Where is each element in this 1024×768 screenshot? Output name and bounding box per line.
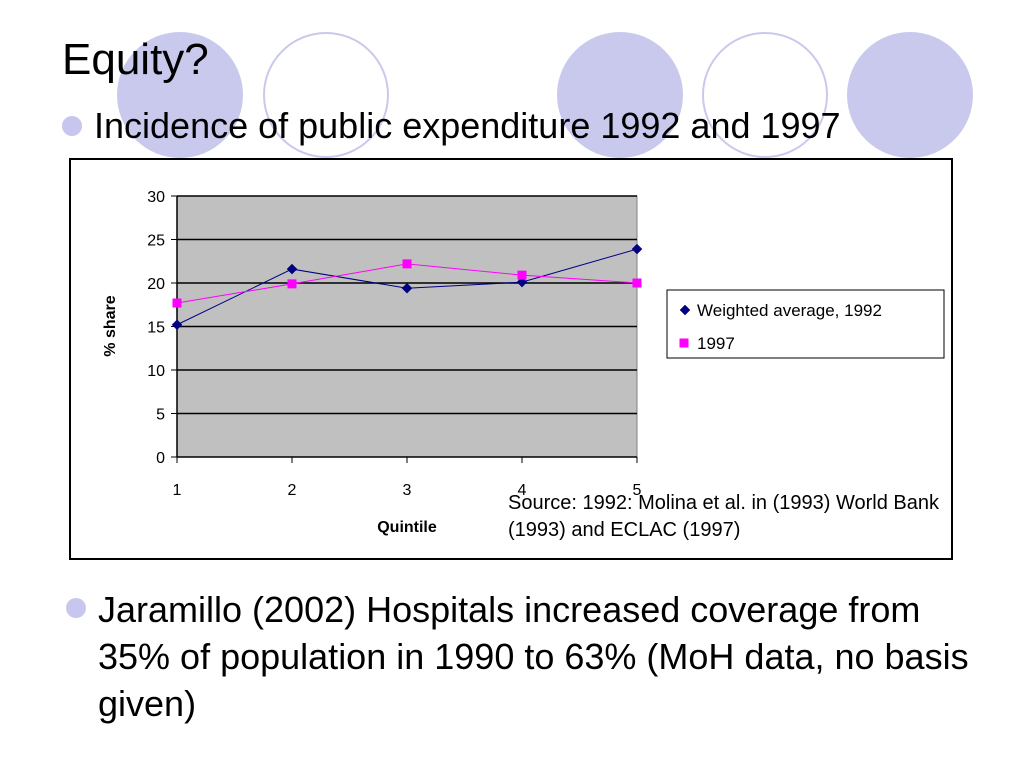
data-point [171,319,183,331]
source-note: Source: 1992: Molina et al. in (1993) Wo… [508,492,939,541]
legend-markers [679,304,691,348]
chart-frame: 0 5 10 15 20 25 30 1 2 3 4 5 % share Quintile Weigh… [69,158,953,560]
y-tick-label: 5 [156,407,165,424]
x-tick-label: 4 [518,482,527,499]
data-point [402,259,412,269]
bullet-icon [62,116,82,136]
data-point [401,282,413,294]
y-tick-label: 20 [147,276,165,293]
gridlines [177,195,637,415]
decorative-circles [117,32,973,158]
legend-marker-1992 [679,304,691,316]
line-chart: 0 5 10 15 20 25 30 1 2 3 4 5 % share Quintile Weigh… [102,189,945,536]
deco-circle [263,32,389,158]
deco-circle [702,32,828,158]
deco-circle [847,32,973,158]
x-axis-label: Quintile [377,519,437,536]
legend: Weighted average, 1992 1997 [666,289,945,359]
deco-circle [557,32,683,158]
series-lines [171,243,643,331]
x-tick-label: 5 [633,482,642,499]
y-axis-label: % share [102,295,119,356]
y-tick-label: 30 [147,189,165,206]
data-point [286,263,298,275]
x-tick-label: 3 [403,482,412,499]
bullet-text: Jaramillo (2002) Hospitals increased cov… [98,589,969,724]
x-tick-label: 1 [173,482,182,499]
data-point [172,298,182,308]
slide-title: Equity? [62,35,209,84]
y-tick-label: 25 [147,233,165,250]
axes: 0 5 10 15 20 25 30 1 2 3 4 5 [147,189,641,499]
bullet-icon [66,598,86,618]
y-tick-label: 0 [156,450,165,467]
data-point [517,270,527,280]
deco-circle [117,32,243,158]
bullet-text: Incidence of public expenditure 1992 and… [94,105,841,146]
legend-label-1997: 1997 [697,334,735,353]
legend-marker-1997 [679,338,689,348]
legend-label-1992: Weighted average, 1992 [697,301,882,320]
data-point [287,279,297,289]
x-tick-label: 2 [288,482,297,499]
y-tick-label: 15 [147,320,165,337]
data-point [631,243,643,255]
y-tick-label: 10 [147,363,165,380]
legend-box [666,289,945,359]
data-point [632,278,642,288]
